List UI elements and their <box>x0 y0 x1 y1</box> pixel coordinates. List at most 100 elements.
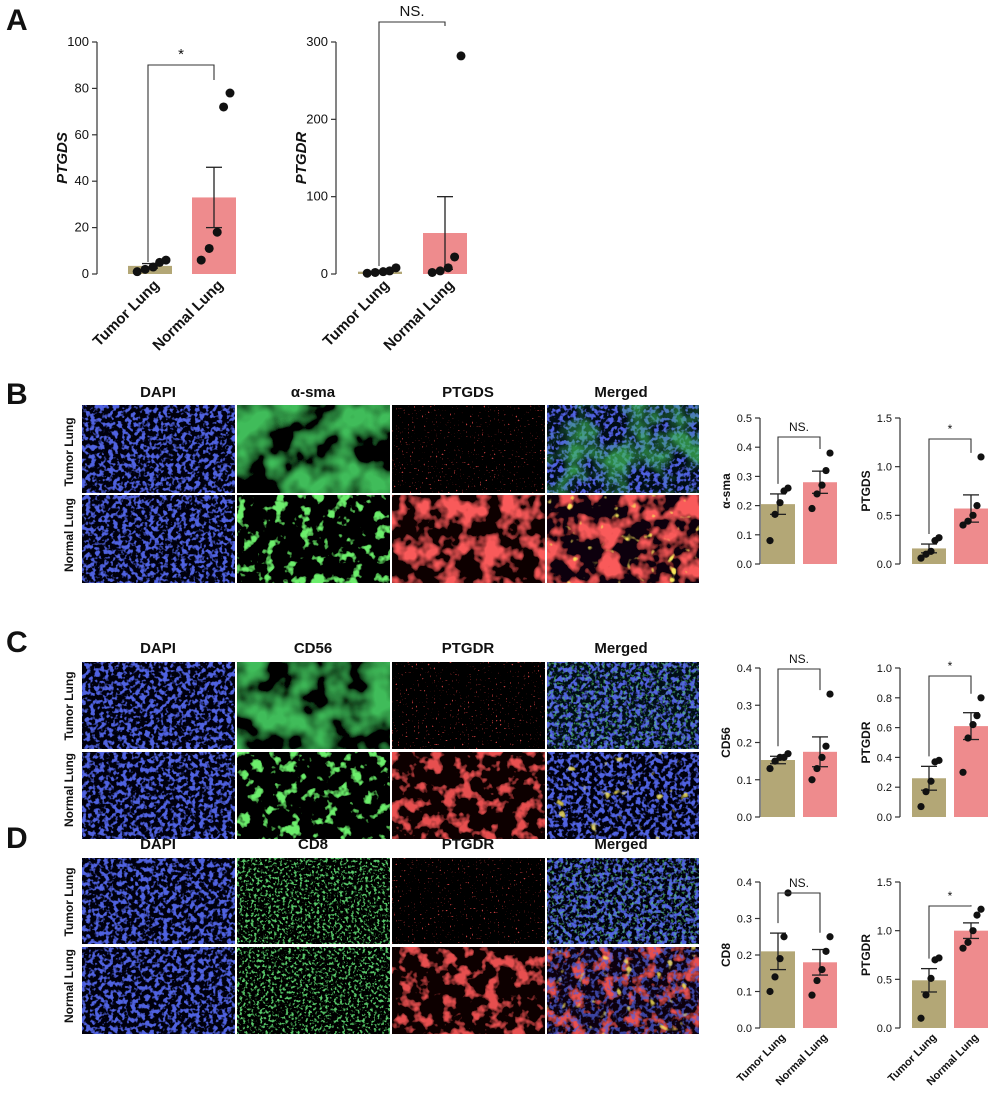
y-tick-label: 0.8 <box>877 693 892 705</box>
chart-b-ptgds: 0.0 0.5 1.0 1.5 PTGDS * <box>859 413 988 571</box>
data-point <box>784 484 792 492</box>
data-point <box>813 764 821 773</box>
data-point <box>808 776 816 784</box>
y-tick-label: 0.2 <box>737 738 752 750</box>
y-tick-label: 1.0 <box>877 462 892 474</box>
y-tick-label: 0.3 <box>737 471 752 483</box>
data-point <box>780 933 788 941</box>
data-point <box>959 521 967 529</box>
micrograph-cd8-tumor <box>237 858 390 944</box>
data-point <box>766 987 774 996</box>
panel-b-images: DAPI α-sma PTGDS Merged Tumor Lung Norma… <box>62 384 699 583</box>
channel-header-cd8: CD8 <box>298 836 328 853</box>
data-point <box>808 991 816 999</box>
data-point <box>784 750 792 758</box>
channel-header-dapi: DAPI <box>140 836 176 853</box>
data-point <box>813 976 821 985</box>
data-point <box>826 449 834 457</box>
significance-label: * <box>948 422 953 436</box>
bar <box>954 930 988 1028</box>
y-tick-label: 0.6 <box>877 723 892 735</box>
data-point <box>456 51 466 61</box>
micrograph-cd8-normal <box>237 947 390 1034</box>
channel-header-dapi: DAPI <box>140 640 176 657</box>
data-point <box>132 267 142 277</box>
y-tick-label: 0.4 <box>737 877 752 889</box>
micrograph-ptgds-normal <box>392 495 545 583</box>
data-point <box>927 547 935 555</box>
data-point <box>927 974 935 982</box>
data-point <box>935 534 943 542</box>
micrograph-dapi-tumor <box>82 858 235 944</box>
y-tick-label: 80 <box>75 80 89 95</box>
data-point <box>766 537 774 545</box>
y-tick-label: 0.1 <box>737 987 752 999</box>
data-point <box>771 973 779 981</box>
significance-bracket <box>928 905 972 959</box>
micrograph-merged-tumor <box>547 405 699 493</box>
y-tick-label: 0.0 <box>737 559 752 571</box>
data-point <box>959 768 967 776</box>
data-point <box>935 954 943 962</box>
micrograph-ptgdr-tumor <box>392 662 545 749</box>
data-point <box>161 255 171 265</box>
y-tick-label: 60 <box>75 127 89 142</box>
data-point <box>959 944 967 952</box>
micrograph-asma-normal <box>237 495 390 583</box>
y-tick-label: 300 <box>306 34 328 49</box>
y-axis-label: α-sma <box>719 473 733 509</box>
data-point <box>964 938 972 946</box>
y-tick-label: 0.0 <box>877 559 892 571</box>
channel-header-asma: α-sma <box>291 384 336 401</box>
significance-bracket <box>928 438 972 535</box>
data-point <box>964 517 972 525</box>
y-tick-label: 40 <box>75 173 89 188</box>
y-tick-label: 0.2 <box>877 782 892 794</box>
micrograph-ptgdr-normal <box>392 752 545 839</box>
y-tick-label: 0.0 <box>737 812 752 824</box>
micrograph-merged-normal <box>547 752 699 839</box>
chart-c-ptgdr: 0.0 0.2 0.4 0.6 0.8 1.0 PTGDR * <box>859 659 988 824</box>
data-point <box>204 243 214 253</box>
data-point <box>818 753 826 762</box>
y-tick-label: 0.5 <box>877 974 892 986</box>
data-point <box>927 777 935 785</box>
channel-header-cd56: CD56 <box>294 640 332 657</box>
panel-label-b: B <box>6 378 28 411</box>
y-tick-label: 0.0 <box>877 812 892 824</box>
channel-header-ptgds: PTGDS <box>442 384 494 401</box>
micrograph-ptgdr-normal <box>392 947 545 1034</box>
data-point <box>813 490 821 498</box>
y-tick-label: 0.5 <box>737 413 752 425</box>
data-point <box>826 690 834 698</box>
y-axis-label: PTGDR <box>293 132 310 185</box>
chart-c-cd56: 0.0 0.1 0.2 0.3 0.4 CD56 NS. <box>719 652 837 824</box>
chart-b-asma: 0.0 0.1 0.2 0.3 0.4 0.5 α-sma NS. <box>719 413 837 571</box>
y-tick-label: 0.2 <box>737 950 752 962</box>
y-tick-label: 0 <box>321 266 328 281</box>
data-point <box>808 504 816 513</box>
significance-label: NS. <box>789 876 809 890</box>
data-point <box>776 955 784 963</box>
y-tick-label: 20 <box>75 220 89 235</box>
significance-bracket <box>147 64 215 262</box>
y-tick-label: 100 <box>67 34 89 49</box>
data-point <box>973 502 981 510</box>
data-point <box>196 255 206 265</box>
data-point <box>443 263 453 273</box>
y-tick-label: 1.5 <box>877 877 892 889</box>
data-point <box>771 510 779 518</box>
channel-header-merged: Merged <box>594 836 647 853</box>
y-tick-label: 0.2 <box>737 501 752 513</box>
y-tick-label: 1.0 <box>877 926 892 938</box>
y-tick-label: 1.5 <box>877 413 892 425</box>
channel-header-ptgdr: PTGDR <box>442 836 495 853</box>
significance-bracket <box>928 675 972 757</box>
significance-bracket <box>378 21 446 266</box>
channel-header-merged: Merged <box>594 384 647 401</box>
data-point <box>427 267 437 277</box>
data-point <box>776 499 784 507</box>
